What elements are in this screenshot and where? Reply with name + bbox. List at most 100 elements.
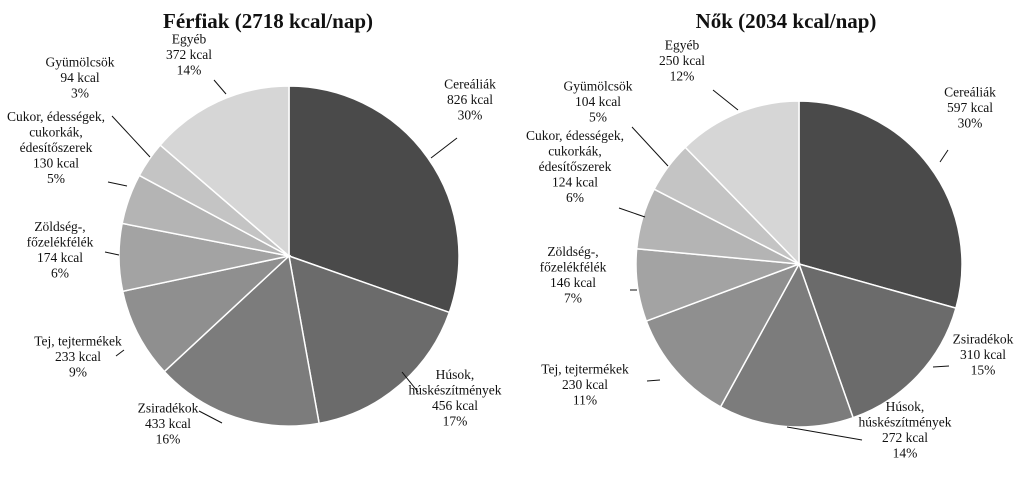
slice-label-line: 30% <box>458 108 483 123</box>
pie-men: Cereáliák 826 kcal 30% Húsok, húskészítménye… <box>7 32 502 447</box>
slice-label-1-7: Egyéb 250 kcal 12% <box>659 38 705 84</box>
leader-line-0-3 <box>115 349 125 357</box>
slice-label-line: Zöldség-, <box>547 244 598 259</box>
slice-label-line: 94 kcal <box>60 70 100 85</box>
slice-label-line: húskészítmények <box>859 414 952 429</box>
slice-label-1-5: Cukor, édességek, cukorkák, édesítőszerek 1… <box>526 128 624 205</box>
slice-label-line: Cukor, édességek, <box>526 128 624 143</box>
slice-label-line: 16% <box>156 432 181 447</box>
slice-label-line: főzelékfélék <box>27 234 94 249</box>
slice-label-line: 104 kcal <box>575 94 621 109</box>
slice-label-line: Egyéb <box>172 32 207 47</box>
slice-label-line: 14% <box>177 63 202 78</box>
slice-label-line: Tej, tejtermékek <box>34 334 122 349</box>
slice-label-line: Zöldség-, <box>34 219 85 234</box>
slice-label-line: 146 kcal <box>550 275 596 290</box>
leader-line-1-2 <box>786 426 863 441</box>
slice-label-line: 310 kcal <box>960 347 1006 362</box>
leader-line-0-7 <box>213 79 227 95</box>
slice-label-0-1: Húsok, húskészítmények 456 kcal 17% <box>409 367 502 429</box>
slice-label-line: Húsok, <box>886 399 925 414</box>
pie-women: Cereáliák 597 kcal 30% Zsiradékok 310 kcal 15… <box>526 38 1014 461</box>
leader-line-0-6 <box>111 115 151 158</box>
pie-slice-0-1 <box>288 254 451 425</box>
slice-label-line: 433 kcal <box>145 416 191 431</box>
slice-label-line: 233 kcal <box>55 349 101 364</box>
slice-label-line: Cereáliák <box>944 85 996 100</box>
slice-label-line: 272 kcal <box>882 430 928 445</box>
slice-label-line: 7% <box>564 290 582 305</box>
slice-label-line: 30% <box>958 116 983 131</box>
leader-line-1-0 <box>939 149 949 163</box>
slice-label-line: Cereáliák <box>444 77 496 92</box>
pie-slice-0-0 <box>288 85 460 314</box>
slice-label-line: 5% <box>589 110 607 125</box>
slice-label-0-5: Cukor, édességek, cukorkák, édesítőszerek 1… <box>7 109 105 186</box>
leader-line-1-5 <box>618 207 646 218</box>
slice-label-line: Tej, tejtermékek <box>541 362 629 377</box>
pie-slice-1-2 <box>719 262 855 428</box>
slice-label-line: 14% <box>893 445 918 460</box>
leader-line-0-5 <box>107 181 128 187</box>
slice-label-line: 17% <box>443 413 468 428</box>
slice-label-line: cukorkák, <box>548 144 602 159</box>
pie-slice-1-7 <box>684 100 800 266</box>
pie-slice-1-3 <box>645 262 801 408</box>
slice-label-line: Gyümölcsök <box>46 55 115 70</box>
slice-label-line: édesítőszerek <box>20 140 93 155</box>
leader-line-1-3 <box>646 379 661 382</box>
slice-label-line: Cukor, édességek, <box>7 109 105 124</box>
pie-slice-0-3 <box>121 254 292 373</box>
slice-label-line: 9% <box>69 365 87 380</box>
slice-label-line: 5% <box>47 171 65 186</box>
slice-label-0-0: Cereáliák 826 kcal 30% <box>444 77 496 123</box>
slice-label-line: cukorkák, <box>29 125 83 140</box>
slice-label-1-6: Gyümölcsök 104 kcal 5% <box>564 79 633 125</box>
slice-label-line: 597 kcal <box>947 100 993 115</box>
slice-label-line: Húsok, <box>436 367 475 382</box>
slice-label-0-3: Tej, tejtermékek 233 kcal 9% <box>34 334 122 380</box>
chart-title-men: Férfiak (2718 kcal/nap) <box>163 9 373 33</box>
leader-line-1-6 <box>631 126 669 167</box>
slice-label-line: Zsiradékok <box>138 401 199 416</box>
slice-label-line: 130 kcal <box>33 156 79 171</box>
leader-line-1-7 <box>712 89 739 111</box>
slice-label-line: 456 kcal <box>432 398 478 413</box>
slice-label-1-3: Tej, tejtermékek 230 kcal 11% <box>541 362 629 408</box>
pie-slice-1-1 <box>797 262 957 419</box>
slice-label-line: 12% <box>670 69 695 84</box>
slice-label-line: 6% <box>566 190 584 205</box>
leader-line-0-2 <box>198 410 223 424</box>
slice-label-1-1: Zsiradékok 310 kcal 15% <box>953 332 1014 378</box>
slice-label-1-4: Zöldség-, főzelékfélék 146 kcal 7% <box>540 244 607 305</box>
slice-label-line: édesítőszerek <box>539 159 612 174</box>
slice-label-line: 372 kcal <box>166 47 212 62</box>
leader-line-0-1 <box>401 371 419 393</box>
leader-line-0-4 <box>104 251 120 256</box>
slice-label-line: Zsiradékok <box>953 332 1014 347</box>
slice-label-line: 6% <box>51 265 69 280</box>
slice-label-line: Egyéb <box>665 38 700 53</box>
leader-line-0-0 <box>430 137 458 159</box>
slice-label-line: 250 kcal <box>659 53 705 68</box>
slice-label-line: 174 kcal <box>37 250 83 265</box>
pie-slice-0-2 <box>163 254 320 427</box>
slice-label-line: 826 kcal <box>447 92 493 107</box>
slice-label-1-0: Cereáliák 597 kcal 30% <box>944 85 996 131</box>
slice-label-0-4: Zöldség-, főzelékfélék 174 kcal 6% <box>27 219 94 280</box>
slice-label-line: főzelékfélék <box>540 259 607 274</box>
pie-slice-1-0 <box>798 100 963 310</box>
slice-label-0-6: Gyümölcsök 94 kcal 3% <box>46 55 115 101</box>
slice-label-line: 3% <box>71 86 89 101</box>
pie-slice-0-7 <box>159 85 290 258</box>
slice-label-line: 230 kcal <box>562 377 608 392</box>
slice-label-0-2: Zsiradékok 433 kcal 16% <box>138 401 199 447</box>
slice-label-line: 124 kcal <box>552 175 598 190</box>
slice-label-line: 11% <box>573 393 597 408</box>
slice-label-line: Gyümölcsök <box>564 79 633 94</box>
leader-line-1-1 <box>932 365 950 368</box>
slice-label-line: 15% <box>971 363 996 378</box>
slice-label-line: húskészítmények <box>409 382 502 397</box>
slice-label-0-7: Egyéb 372 kcal 14% <box>166 32 212 78</box>
